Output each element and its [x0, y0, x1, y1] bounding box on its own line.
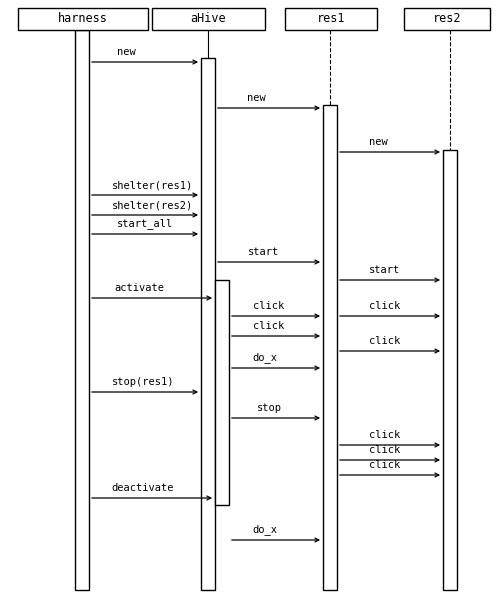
Bar: [18, 8, 148, 30]
Bar: [404, 8, 490, 30]
Text: new: new: [369, 137, 388, 147]
Bar: [323, 105, 337, 590]
Bar: [285, 8, 377, 30]
Text: activate: activate: [114, 283, 164, 293]
Text: new: new: [117, 47, 136, 57]
Text: click: click: [252, 321, 284, 331]
Text: new: new: [248, 93, 266, 103]
Bar: [201, 58, 215, 590]
Bar: [152, 8, 265, 30]
Text: click: click: [369, 460, 400, 470]
Text: aHive: aHive: [190, 13, 226, 26]
Bar: [443, 150, 457, 590]
Text: res2: res2: [433, 13, 461, 26]
Text: do_x: do_x: [252, 352, 278, 363]
Text: start: start: [248, 247, 278, 257]
Text: click: click: [369, 301, 400, 311]
Text: start: start: [369, 265, 400, 275]
Text: do_x: do_x: [252, 524, 278, 535]
Text: shelter(res2): shelter(res2): [112, 200, 192, 210]
Text: start_all: start_all: [117, 218, 173, 229]
Text: shelter(res1): shelter(res1): [112, 180, 192, 190]
Bar: [215, 280, 229, 505]
Text: deactivate: deactivate: [112, 483, 174, 493]
Text: res1: res1: [317, 13, 345, 26]
Text: click: click: [369, 336, 400, 346]
Text: stop(res1): stop(res1): [112, 377, 174, 387]
Text: click: click: [369, 445, 400, 455]
Text: stop: stop: [257, 403, 282, 413]
Text: harness: harness: [58, 13, 108, 26]
Text: click: click: [252, 301, 284, 311]
Text: click: click: [369, 430, 400, 440]
Bar: [75, 30, 89, 590]
